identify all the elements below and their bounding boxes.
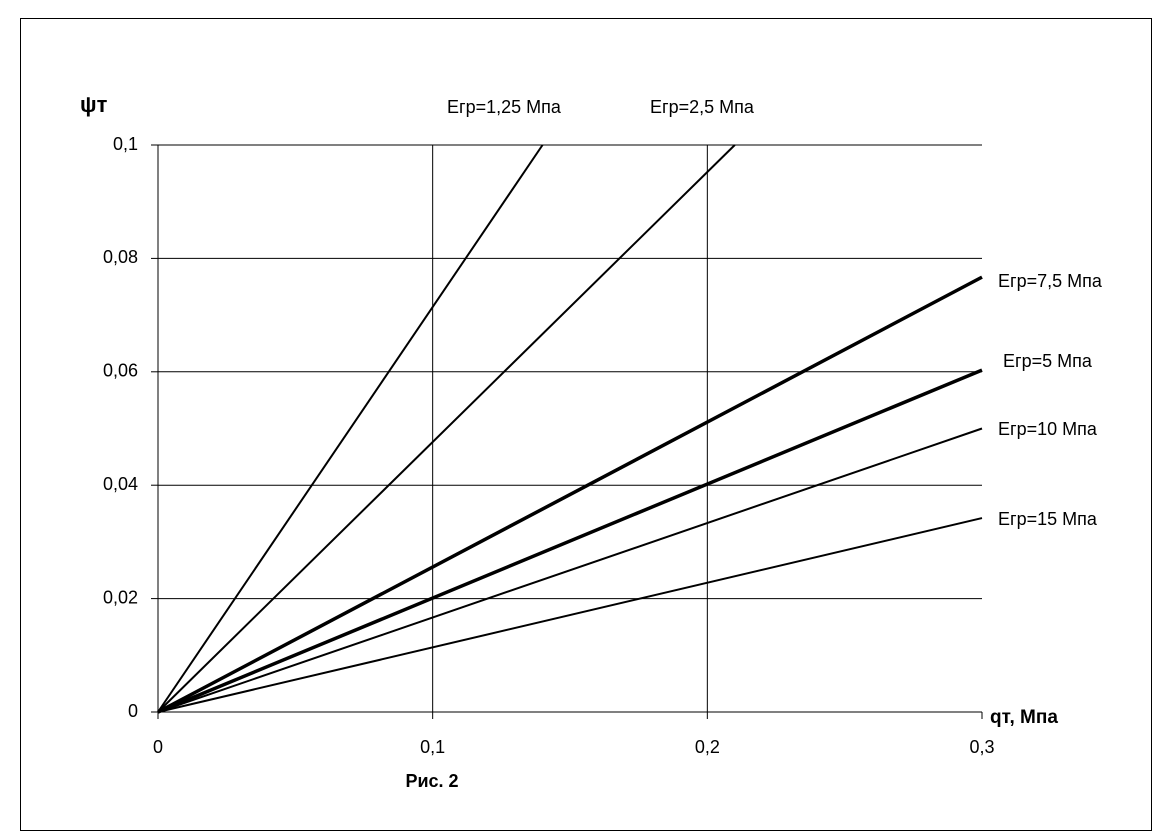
series-label: Егр=2,5 Мпа (650, 97, 755, 117)
series-line (157, 144, 736, 713)
series-label: Егр=10 Мпа (998, 419, 1098, 439)
series-line (157, 517, 983, 713)
y-tick-label: 0,04 (103, 474, 138, 494)
y-tick-label: 0 (128, 701, 138, 721)
caption: Рис. 2 (405, 771, 458, 791)
y-tick-label: 0,08 (103, 247, 138, 267)
series-label: Егр=5 Мпа (1003, 351, 1093, 371)
series-label: Егр=7,5 Мпа (998, 271, 1103, 291)
x-tick-label: 0,1 (420, 737, 445, 757)
series-label: Егр=15 Мпа (998, 509, 1098, 529)
series-label: Егр=1,25 Мпа (447, 97, 562, 117)
series-line (157, 427, 983, 713)
frame (20, 18, 1152, 831)
series-line (157, 275, 983, 714)
x-axis-label: qт, Мпа (990, 707, 1058, 728)
x-tick-label: 0 (153, 737, 163, 757)
y-tick-label: 0,06 (103, 361, 138, 381)
series-line (157, 368, 983, 714)
x-tick-label: 0,3 (969, 737, 994, 757)
y-tick-label: 0,1 (113, 134, 138, 154)
y-axis-label: ψт (80, 92, 108, 117)
y-tick-label: 0,02 (103, 587, 138, 607)
x-tick-label: 0,2 (695, 737, 720, 757)
series-line (157, 144, 544, 713)
